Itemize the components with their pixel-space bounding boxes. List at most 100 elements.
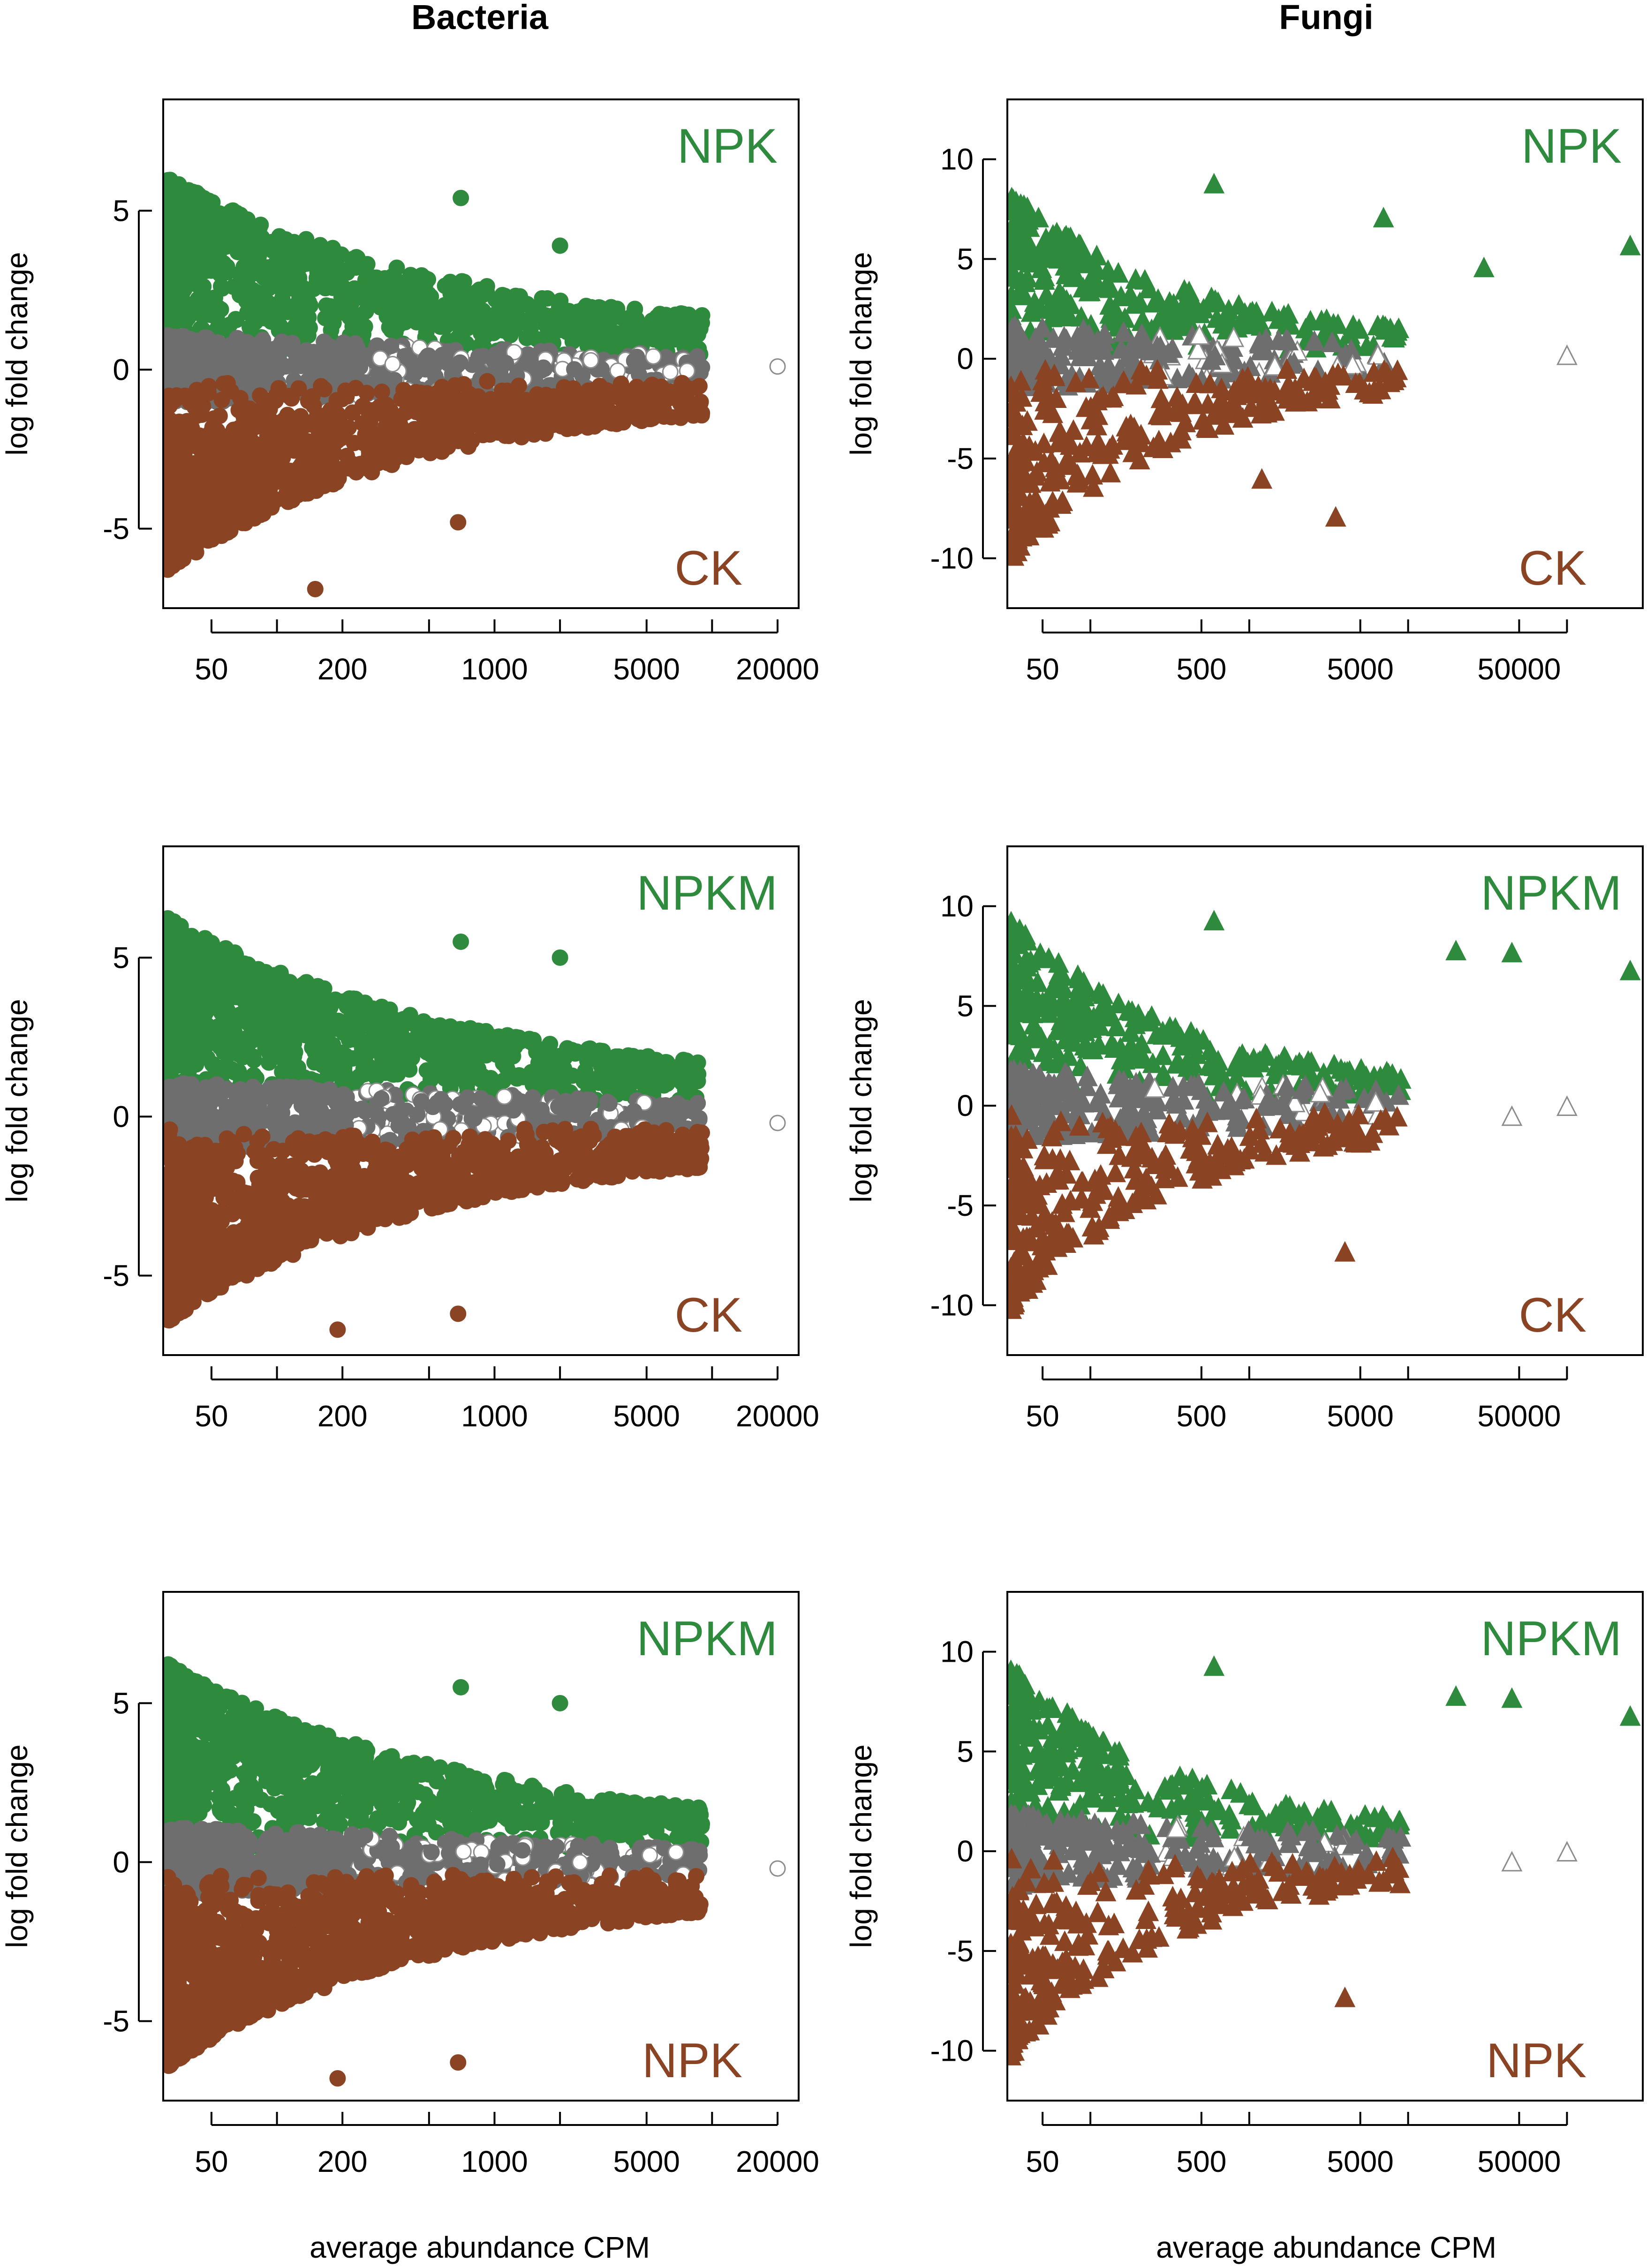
nonsig-point xyxy=(1157,342,1179,363)
sig-point xyxy=(200,473,217,490)
sig-point xyxy=(188,544,204,561)
sig-point xyxy=(164,194,181,211)
sig-point xyxy=(1033,243,1054,264)
sig-point xyxy=(339,998,355,1015)
sig-point xyxy=(1053,229,1074,250)
nonsig-point xyxy=(694,359,710,376)
x-tick-label: 1000 xyxy=(461,652,528,686)
sig-point xyxy=(612,410,628,427)
y-tick-label: 10 xyxy=(940,143,974,176)
sig-point xyxy=(583,1071,600,1088)
column-title-bacteria: Bacteria xyxy=(411,0,549,37)
sig-point xyxy=(1018,523,1039,544)
sig-point xyxy=(261,476,278,493)
sig-point xyxy=(163,975,176,992)
sig-point xyxy=(1295,317,1316,339)
sig-point xyxy=(1116,415,1137,437)
sig-point xyxy=(191,1030,208,1047)
nonsig-point xyxy=(1007,344,1027,365)
sig-point xyxy=(205,289,222,306)
nonsig-outline-point xyxy=(1189,324,1210,345)
sig-point xyxy=(576,415,593,432)
nonsig-point xyxy=(1050,345,1072,366)
plot-frame xyxy=(1006,98,1644,609)
nonsig-outline-point xyxy=(582,352,599,369)
sig-point xyxy=(223,1030,240,1047)
nonsig-point xyxy=(199,330,216,347)
sig-point xyxy=(1098,273,1119,294)
sig-point xyxy=(1035,381,1057,402)
sig-point xyxy=(1092,443,1113,464)
sig-point xyxy=(300,309,317,326)
sig-point xyxy=(550,1055,567,1071)
sig-point xyxy=(1363,361,1385,382)
sig-point xyxy=(410,269,427,286)
sig-point xyxy=(260,1054,277,1071)
sig-point xyxy=(528,307,545,324)
sig-point xyxy=(1065,371,1087,392)
sig-point xyxy=(234,210,251,227)
sig-point xyxy=(1025,440,1046,461)
nonsig-point xyxy=(475,347,491,364)
sig-point xyxy=(281,1010,298,1027)
sig-point xyxy=(1150,387,1172,408)
nonsig-point xyxy=(316,352,332,369)
sig-point xyxy=(168,292,185,309)
sig-point xyxy=(1293,367,1315,388)
sig-point xyxy=(543,308,559,324)
sig-point xyxy=(186,932,203,949)
sig-point xyxy=(399,303,416,320)
outlier-point xyxy=(307,580,324,597)
sig-point xyxy=(354,398,371,414)
sig-point xyxy=(420,300,437,316)
sig-point xyxy=(1134,269,1156,290)
sig-point xyxy=(1084,274,1106,295)
x-tick-label: 5000 xyxy=(1327,652,1393,686)
sig-point xyxy=(265,492,282,509)
sig-point xyxy=(1019,216,1040,237)
nonsig-point xyxy=(252,335,269,352)
plot-frame xyxy=(162,98,800,609)
sig-point xyxy=(197,521,214,538)
sig-point xyxy=(1192,409,1214,430)
nonsig-outline-point xyxy=(662,363,679,380)
nonsig-point xyxy=(353,347,370,364)
nonsig-point xyxy=(1052,335,1073,356)
sig-point xyxy=(1199,290,1221,311)
nonsig-point xyxy=(1224,348,1246,369)
sig-point xyxy=(238,982,255,999)
sig-point xyxy=(1104,306,1126,327)
sig-point xyxy=(552,1070,569,1086)
sig-point xyxy=(192,245,209,262)
nonsig-point xyxy=(1322,332,1343,352)
sig-point xyxy=(423,1023,440,1040)
outlier-point xyxy=(453,189,469,206)
sig-point xyxy=(610,1049,627,1066)
sig-point xyxy=(163,177,176,194)
sig-point xyxy=(432,1061,449,1078)
nonsig-point xyxy=(163,333,176,350)
outlier-point xyxy=(1373,207,1394,227)
x-tick-label: 5000 xyxy=(613,652,680,686)
sig-point xyxy=(234,452,250,469)
sig-point xyxy=(173,963,190,980)
sig-point xyxy=(581,312,597,329)
sig-point xyxy=(1065,265,1087,286)
sig-point xyxy=(1007,266,1021,287)
sig-point xyxy=(1087,404,1109,425)
sig-point xyxy=(1007,454,1026,475)
sig-point xyxy=(163,1042,176,1059)
nonsig-point xyxy=(434,347,451,363)
sig-point xyxy=(163,922,177,939)
y-axis-label: log fold change xyxy=(0,252,34,455)
sig-point xyxy=(453,403,469,420)
sig-point xyxy=(189,382,205,399)
sig-point xyxy=(1327,313,1349,334)
sig-point xyxy=(493,397,510,414)
sig-point xyxy=(510,298,527,315)
sig-point xyxy=(280,298,297,315)
x-tick-label: 50000 xyxy=(1477,652,1561,686)
sig-point xyxy=(490,415,507,432)
sig-point xyxy=(1050,427,1071,448)
sig-point xyxy=(313,1033,330,1050)
